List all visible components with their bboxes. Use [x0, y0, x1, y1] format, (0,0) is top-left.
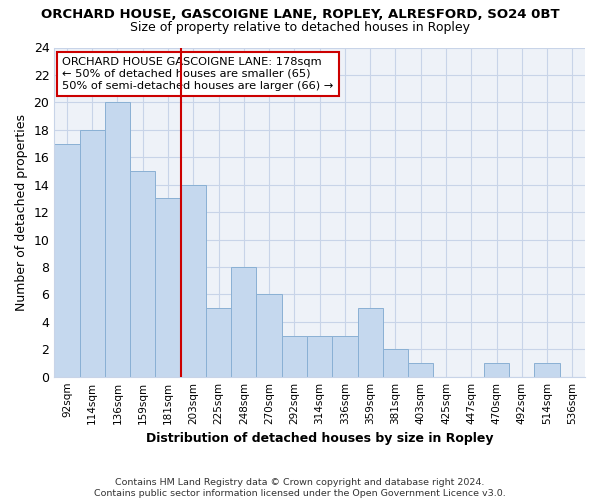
- Bar: [256, 294, 282, 376]
- Text: ORCHARD HOUSE, GASCOIGNE LANE, ROPLEY, ALRESFORD, SO24 0BT: ORCHARD HOUSE, GASCOIGNE LANE, ROPLEY, A…: [41, 8, 559, 20]
- Bar: [332, 336, 358, 376]
- Bar: [80, 130, 105, 376]
- X-axis label: Distribution of detached houses by size in Ropley: Distribution of detached houses by size …: [146, 432, 493, 445]
- Text: Size of property relative to detached houses in Ropley: Size of property relative to detached ho…: [130, 21, 470, 34]
- Bar: [206, 308, 231, 376]
- Bar: [307, 336, 332, 376]
- Bar: [181, 184, 206, 376]
- Bar: [54, 144, 80, 376]
- Bar: [535, 363, 560, 376]
- Bar: [484, 363, 509, 376]
- Bar: [282, 336, 307, 376]
- Bar: [358, 308, 383, 376]
- Bar: [130, 171, 155, 376]
- Bar: [155, 198, 181, 376]
- Text: ORCHARD HOUSE GASCOIGNE LANE: 178sqm
← 50% of detached houses are smaller (65)
5: ORCHARD HOUSE GASCOIGNE LANE: 178sqm ← 5…: [62, 58, 334, 90]
- Bar: [383, 349, 408, 376]
- Bar: [408, 363, 433, 376]
- Bar: [231, 267, 256, 376]
- Bar: [105, 102, 130, 376]
- Text: Contains HM Land Registry data © Crown copyright and database right 2024.
Contai: Contains HM Land Registry data © Crown c…: [94, 478, 506, 498]
- Y-axis label: Number of detached properties: Number of detached properties: [15, 114, 28, 310]
